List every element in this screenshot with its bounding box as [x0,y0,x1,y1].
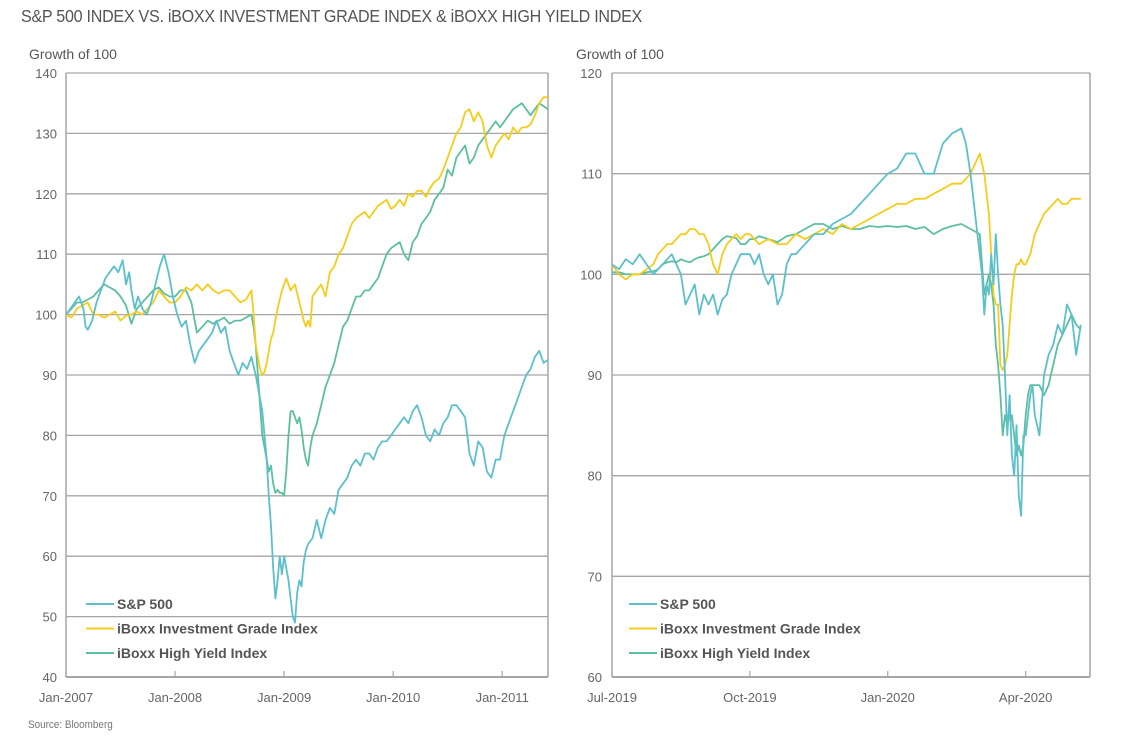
legend-label-hy: iBoxx High Yield Index [660,645,810,661]
chart-right: Growth of 100 60 70 80 90 100 110 120 Jul-2019 Oc… [576,46,1091,705]
y-tick-label: 50 [43,610,57,625]
y-tick-label: 100 [35,308,57,323]
x-tick-label: Jan-2008 [148,690,202,705]
y-axis-title: Growth of 100 [576,46,664,62]
y-tick-label: 110 [581,167,602,182]
x-tick-label: Jan-2020 [861,690,915,705]
x-tick-label: Jan-2009 [257,690,311,705]
series-line-ig [65,96,548,376]
y-tick-label: 130 [35,126,57,141]
chart-left: Growth of 100 40 50 60 70 80 90 100 110 120 130 140… [29,46,549,705]
x-tick-label: Oct-2019 [723,690,776,705]
y-tick-label: 140 [35,66,57,81]
y-tick-label: 70 [43,489,57,504]
page-title: S&P 500 INDEX VS. iBOXX INVESTMENT GRADE… [21,6,643,26]
series-line-ig [611,152,1081,371]
y-tick-label: 90 [43,368,57,383]
series-line-sp500 [65,253,549,624]
x-tick-label: Jul-2019 [587,690,637,705]
y-tick-label: 80 [588,469,602,484]
y-tick-label: 60 [588,670,602,685]
y-tick-label: 80 [43,428,57,443]
legend-label-ig: iBoxx Investment Grade Index [660,621,861,637]
y-tick-label: 120 [35,187,57,202]
legend-label-sp500: S&P 500 [117,596,173,612]
legend-label-sp500: S&P 500 [660,596,716,612]
legend-label-ig: iBoxx Investment Grade Index [117,621,318,637]
y-tick-label: 100 [580,267,602,282]
y-axis-title: Growth of 100 [29,46,117,62]
y-tick-label: 70 [588,569,602,584]
x-tick-label: Jan-2011 [476,690,529,705]
series-line-sp500 [611,127,1082,517]
series-line-hy [65,102,549,497]
x-tick-label: Jan-2007 [39,690,93,705]
source-note: Source: Bloomberg [28,719,113,731]
y-tick-label: 110 [36,247,57,262]
x-tick-label: Apr-2020 [999,690,1052,705]
x-tick-label: Jan-2010 [366,690,420,705]
y-tick-label: 120 [580,66,602,81]
y-tick-label: 40 [43,670,57,685]
y-tick-label: 60 [43,549,57,564]
y-tick-label: 90 [588,368,602,383]
legend-label-hy: iBoxx High Yield Index [117,645,267,661]
